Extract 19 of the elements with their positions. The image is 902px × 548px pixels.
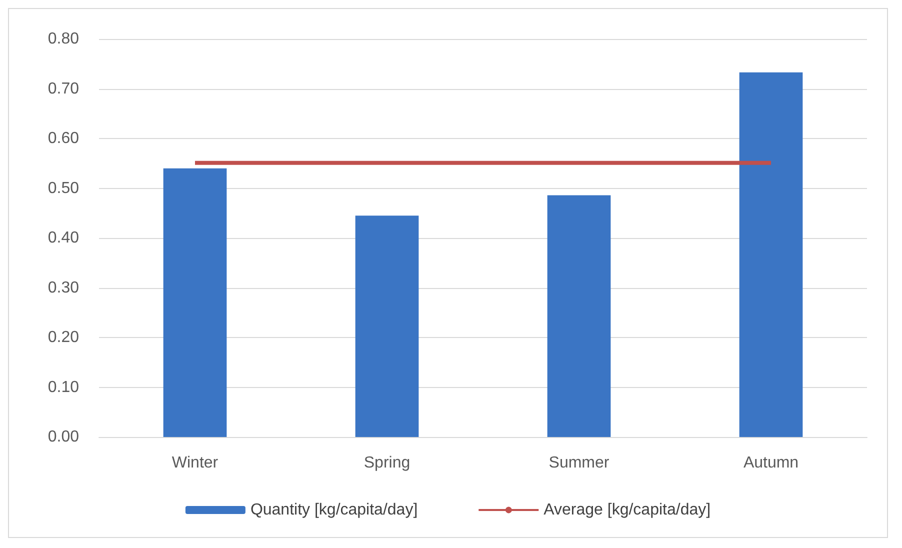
bar	[163, 168, 227, 437]
x-tick-label: Autumn	[743, 454, 799, 472]
y-tick-label: 0.50	[48, 180, 80, 197]
y-tick-label: 0.10	[48, 378, 80, 396]
y-tick-label: 0.40	[48, 230, 80, 246]
x-tick-label: Winter	[172, 454, 219, 472]
legend-label: Average [kg/capita/day]	[544, 502, 711, 518]
y-tick-label: 0.20	[48, 329, 80, 346]
legend-label: Quantity [kg/capita/day]	[250, 502, 418, 518]
x-tick-label: Spring	[364, 454, 410, 472]
bar	[355, 216, 419, 437]
y-tick-label: 0.60	[48, 130, 80, 147]
y-tick-label: 0.00	[48, 428, 80, 446]
y-tick-label: 0.80	[48, 30, 80, 48]
x-tick-label: Summer	[548, 454, 610, 472]
y-tick-label: 0.70	[48, 80, 80, 98]
bar	[739, 72, 803, 437]
bar	[547, 195, 611, 437]
y-tick-label: 0.30	[48, 279, 80, 296]
